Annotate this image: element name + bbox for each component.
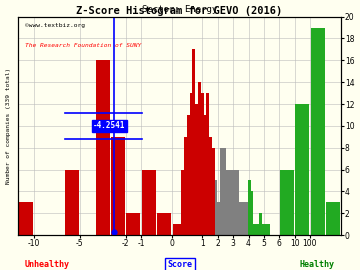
Bar xyxy=(264,224,267,235)
Bar xyxy=(65,170,79,235)
Bar xyxy=(262,224,264,235)
Text: Healthy: Healthy xyxy=(299,260,334,269)
Bar xyxy=(111,137,125,235)
Bar xyxy=(231,170,234,235)
Bar xyxy=(251,191,253,235)
Bar xyxy=(237,170,239,235)
Bar xyxy=(280,170,294,235)
Bar xyxy=(201,93,203,235)
Bar xyxy=(228,170,231,235)
Bar xyxy=(181,170,184,235)
Bar xyxy=(190,93,193,235)
Bar xyxy=(245,202,248,235)
Bar xyxy=(212,148,215,235)
Bar xyxy=(187,115,190,235)
Bar xyxy=(215,180,217,235)
Bar xyxy=(126,213,140,235)
Bar xyxy=(19,202,33,235)
Text: -4.2541: -4.2541 xyxy=(93,121,126,130)
Bar xyxy=(96,60,109,235)
Bar xyxy=(267,224,270,235)
Text: ©www.textbiz.org: ©www.textbiz.org xyxy=(24,23,85,28)
Bar xyxy=(223,148,226,235)
Bar xyxy=(142,170,156,235)
Bar xyxy=(242,202,245,235)
Bar xyxy=(198,82,201,235)
Bar xyxy=(206,93,209,235)
Bar xyxy=(209,137,212,235)
Bar xyxy=(203,115,206,235)
Text: The Research Foundation of SUNY: The Research Foundation of SUNY xyxy=(24,43,141,48)
Bar xyxy=(295,104,309,235)
Bar xyxy=(239,202,242,235)
Bar xyxy=(220,148,223,235)
Bar xyxy=(259,213,262,235)
Y-axis label: Number of companies (339 total): Number of companies (339 total) xyxy=(5,68,10,184)
Bar xyxy=(311,28,324,235)
Bar xyxy=(172,224,186,235)
Bar xyxy=(256,224,259,235)
Bar xyxy=(253,224,256,235)
Bar xyxy=(226,170,228,235)
Bar xyxy=(157,213,171,235)
Bar xyxy=(195,104,198,235)
Bar xyxy=(193,49,195,235)
Text: Sector: Energy: Sector: Energy xyxy=(142,5,217,15)
Text: Unhealthy: Unhealthy xyxy=(24,260,69,269)
Bar xyxy=(217,202,220,235)
Bar xyxy=(184,137,187,235)
Text: Score: Score xyxy=(167,260,193,269)
Bar xyxy=(248,180,251,235)
Title: Z-Score Histogram for GEVO (2016): Z-Score Histogram for GEVO (2016) xyxy=(76,6,283,16)
Bar xyxy=(234,170,237,235)
Bar xyxy=(326,202,340,235)
